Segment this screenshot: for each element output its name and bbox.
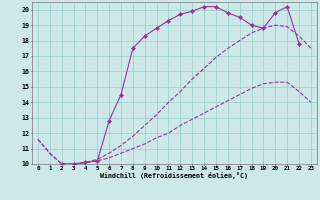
X-axis label: Windchill (Refroidissement éolien,°C): Windchill (Refroidissement éolien,°C) <box>100 172 248 179</box>
